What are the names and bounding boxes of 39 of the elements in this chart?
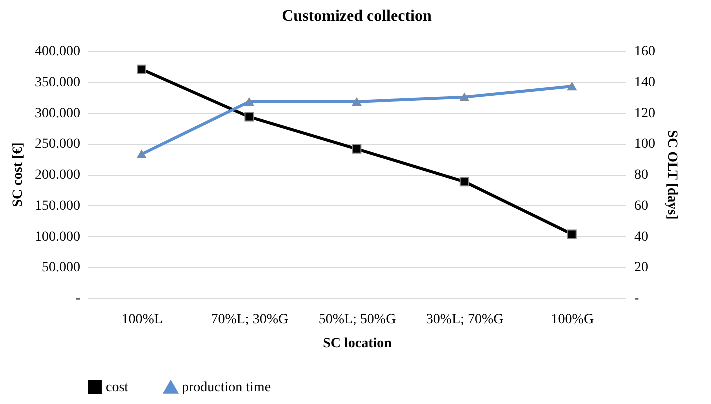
y-tick-label: 350.000 — [35, 75, 80, 90]
point — [352, 144, 362, 154]
y2-tick-label: 80 — [634, 168, 648, 183]
y2-tick-label: 100 — [634, 137, 656, 152]
point — [568, 230, 577, 240]
y-tick-label: - — [76, 292, 81, 306]
x-tick-label: 30%L; 70%G — [426, 312, 504, 328]
point — [568, 82, 577, 91]
y-tick-label: 300.000 — [35, 106, 80, 122]
x-axis-title: SC location — [323, 336, 392, 352]
chart-title: Customized collection — [282, 8, 432, 25]
y-tick-label: 250.000 — [35, 137, 80, 152]
legend-label: production time — [182, 380, 272, 396]
point — [460, 93, 470, 102]
x-tick-label: 50%L; 50%G — [318, 312, 396, 328]
y2-tick-label: 160 — [634, 44, 656, 60]
y2-tick-label: 20 — [634, 260, 648, 276]
point — [244, 98, 254, 106]
y2-tick-label: 40 — [634, 230, 648, 245]
point — [460, 177, 470, 187]
y-tick-label: 150.000 — [35, 198, 80, 214]
y2-tick-label: - — [634, 292, 640, 306]
y2-tick-label: 140 — [634, 75, 656, 90]
y2-axis-title: SC OLT [days] — [664, 130, 680, 220]
point — [137, 150, 146, 159]
point — [137, 64, 146, 74]
y-axis-title: SC cost [€] — [11, 142, 26, 208]
y-tick-label: 50.000 — [42, 260, 80, 276]
x-tick-label: 100%L — [122, 312, 163, 328]
y2-tick-label: 60 — [634, 198, 648, 214]
point — [244, 112, 254, 122]
x-tick-label: 100%G — [551, 312, 594, 328]
point — [352, 98, 362, 106]
y2-tick-label: 120 — [634, 106, 656, 122]
y-tick-label: 100.000 — [35, 230, 80, 245]
legend-label: cost — [106, 380, 129, 396]
y-tick-label: 200.000 — [35, 168, 80, 183]
x-tick-label: 70%L; 30%G — [211, 312, 289, 328]
y-tick-label: 400.000 — [35, 44, 80, 60]
